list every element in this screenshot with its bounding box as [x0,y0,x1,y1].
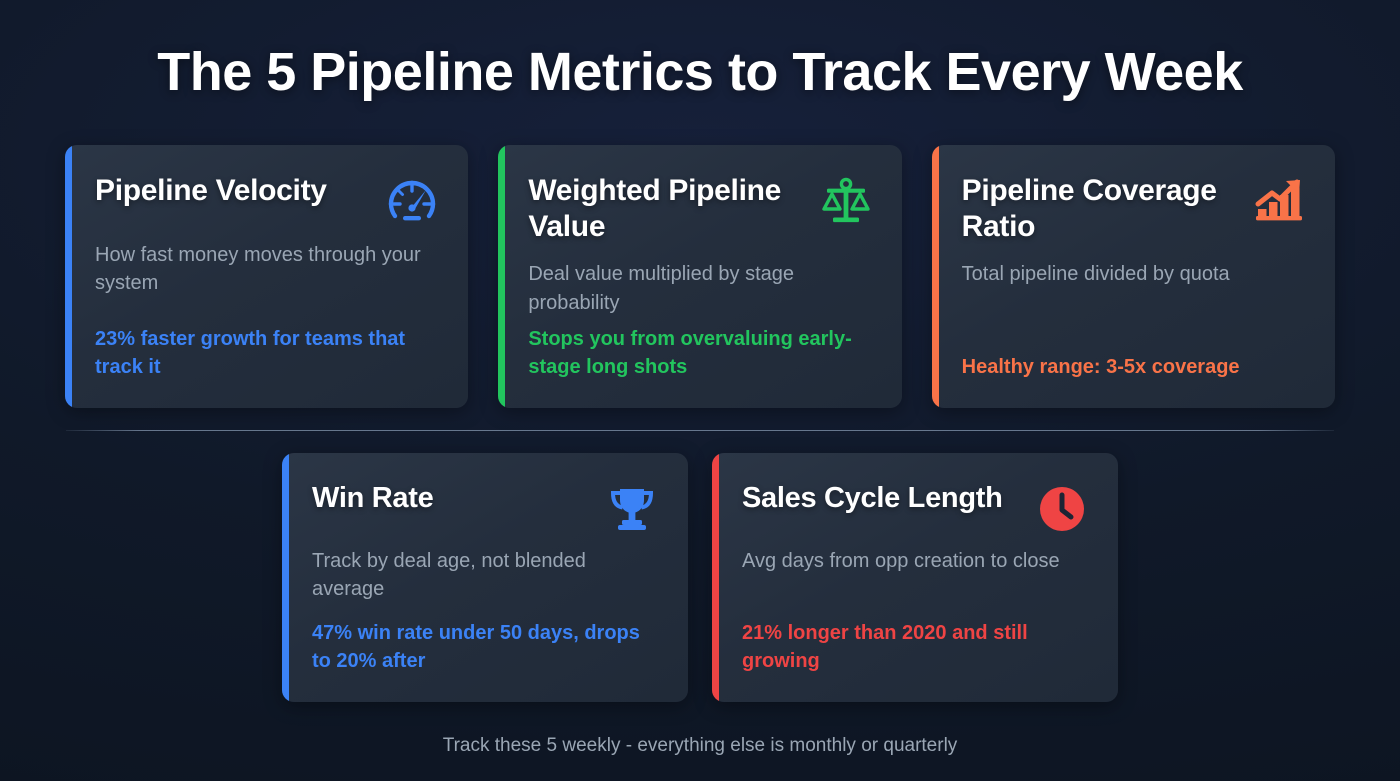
card-accent-bar [931,144,939,408]
metrics-row-top: Pipeline Velocity [65,144,1335,408]
clock-icon [1034,483,1090,535]
metric-card-pipeline-velocity[interactable]: Pipeline Velocity [65,144,469,408]
metric-card-sales-cycle-length[interactable]: Sales Cycle Length Avg days from opp cre… [712,452,1118,702]
card-title: Weighted Pipeline Value [528,173,782,244]
card-accent-bar [282,452,289,702]
metric-card-pipeline-coverage-ratio[interactable]: Pipeline Coverage Ratio Total pipeline d… [931,144,1335,408]
section-divider [66,429,1334,431]
card-title: Pipeline Coverage Ratio [961,173,1217,244]
card-accent-bar [498,144,506,408]
page-title: The 5 Pipeline Metrics to Track Every We… [157,42,1243,102]
card-accent-bar [712,452,719,702]
card-header: Win Rate [312,481,660,535]
card-description: Total pipeline divided by quota [961,262,1230,285]
card-description: Deal value multiplied by stage probabili… [528,262,795,314]
metric-card-win-rate[interactable]: Win Rate Track by deal age, not blended … [282,452,688,702]
card-description: How fast money moves through your system [95,243,421,295]
balance-scale-icon [818,175,874,227]
card-accent-bar [65,144,72,408]
metric-card-weighted-pipeline-value[interactable]: Weighted Pipeline Value Deal value multi… [498,144,902,408]
card-stat: 47% win rate under 50 days, drops to 20%… [312,621,640,673]
metrics-row-bottom: Win Rate Track by deal age, not blended … [282,452,1118,702]
card-header: Pipeline Coverage Ratio [962,173,1307,246]
card-title: Pipeline Velocity [95,173,327,207]
card-description: Track by deal age, not blended average [312,549,586,601]
card-stat: 23% faster growth for teams that track i… [95,327,406,379]
bar-chart-growth-icon [1251,175,1307,227]
card-stat: Stops you from overvaluing early-stage l… [528,327,852,379]
card-header: Sales Cycle Length [742,481,1090,535]
card-stat: 21% longer than 2020 and still growing [742,621,1028,673]
card-stat: Healthy range: 3-5x coverage [961,356,1240,379]
speedometer-icon [384,175,440,227]
card-header: Pipeline Velocity [95,173,440,227]
card-header: Weighted Pipeline Value [528,173,873,246]
card-title: Win Rate [312,481,434,514]
card-title: Sales Cycle Length [742,481,1003,514]
card-description: Avg days from opp creation to close [742,549,1060,572]
footer-note: Track these 5 weekly - everything else i… [442,735,958,756]
trophy-icon [604,483,660,535]
